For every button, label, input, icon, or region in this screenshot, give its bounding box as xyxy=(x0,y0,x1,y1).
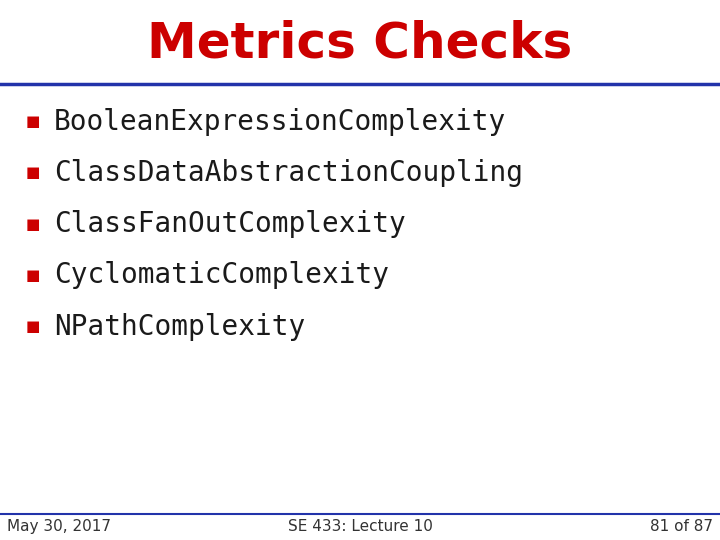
Text: CyclomaticComplexity: CyclomaticComplexity xyxy=(54,261,389,289)
Text: ■: ■ xyxy=(25,165,40,180)
Text: ■: ■ xyxy=(25,114,40,129)
Text: NPathComplexity: NPathComplexity xyxy=(54,313,305,341)
Text: BooleanExpressionComplexity: BooleanExpressionComplexity xyxy=(54,107,506,136)
Text: ■: ■ xyxy=(25,319,40,334)
Text: Metrics Checks: Metrics Checks xyxy=(148,19,572,67)
Text: ClassDataAbstractionCoupling: ClassDataAbstractionCoupling xyxy=(54,159,523,187)
Text: ■: ■ xyxy=(25,217,40,232)
Text: ■: ■ xyxy=(25,268,40,283)
Text: May 30, 2017: May 30, 2017 xyxy=(7,519,111,534)
Text: ClassFanOutComplexity: ClassFanOutComplexity xyxy=(54,210,406,238)
Text: SE 433: Lecture 10: SE 433: Lecture 10 xyxy=(287,519,433,534)
Text: 81 of 87: 81 of 87 xyxy=(649,519,713,534)
